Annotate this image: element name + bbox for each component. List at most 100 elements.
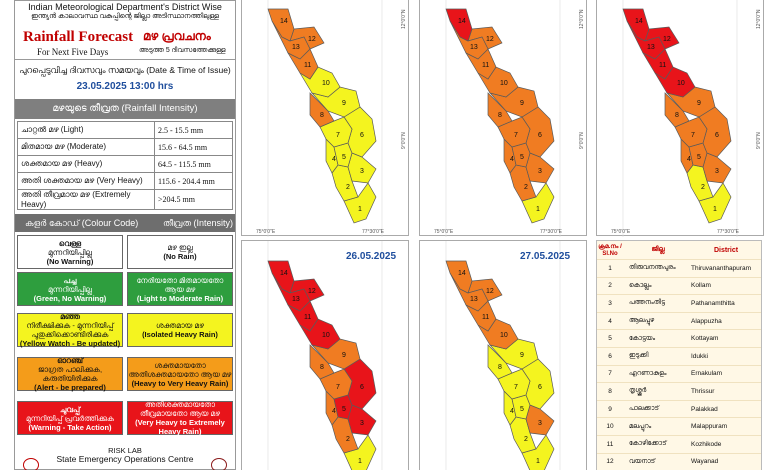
district-number-label: 3 bbox=[538, 420, 542, 427]
footer: RISK LAB State Emergency Operations Cent… bbox=[15, 446, 235, 464]
colour-code-cell-text: നിരീക്ഷിക്കുക - മുന്നറിയിപ്പ് പുതുക്കിക്… bbox=[26, 321, 114, 339]
district-number-label: 4 bbox=[332, 408, 336, 415]
org-line-ml: ഇന്ത്യൻ കാലാവസ്ഥ വകുപ്പിന്റെ ജില്ലാ അടിസ… bbox=[31, 13, 219, 20]
district-number-label: 7 bbox=[691, 132, 695, 139]
map-date: 26.05.2025 bbox=[346, 251, 397, 262]
district-number-label: 1 bbox=[536, 206, 540, 213]
district-number-label: 14 bbox=[280, 270, 288, 277]
district-name-ml: ആലപ്പുഴ bbox=[629, 317, 655, 325]
intensity-cell: മഴ ഇല്ല (No Rain) bbox=[127, 235, 233, 269]
district-slno: 8 bbox=[608, 387, 612, 395]
district-number-label: 9 bbox=[520, 100, 524, 107]
colour-code-cell-text: (No Warning) bbox=[46, 256, 94, 266]
intensity-cell: ശക്തമായതോ അതിശക്തമായതോ ആയ മഴ (Heavy to Ve… bbox=[127, 357, 233, 391]
district-number-label: 10 bbox=[322, 80, 330, 87]
longitude-label: 77°30'0"E bbox=[717, 229, 740, 235]
district-number-label: 11 bbox=[304, 62, 311, 69]
table-row: 7 എറണാകുളം Ernakulam bbox=[597, 364, 761, 383]
colour-code-cell-text: മുന്നറിയിപ്പില്ല bbox=[48, 284, 92, 294]
colour-code-cell-text: (Green, No Warning) bbox=[33, 293, 107, 303]
district-number-label: 6 bbox=[360, 384, 364, 391]
subtitle-ml: അടുത്ത 5 ദിവസത്തേക്കുള്ള bbox=[139, 47, 226, 54]
org-header: Indian Meteorological Department's Distr… bbox=[15, 1, 235, 23]
district-number-label: 9 bbox=[342, 352, 346, 359]
district-number-label: 8 bbox=[675, 112, 679, 119]
table-row: 12 വയനാട് Wayanad bbox=[597, 452, 761, 470]
district-number-label: 2 bbox=[701, 184, 705, 191]
colour-code-cell-text: പച്ച bbox=[63, 275, 77, 285]
intensity-label: അതി ശക്തമായ മഴ (Very Heavy) bbox=[17, 172, 155, 190]
district-number-label: 2 bbox=[524, 436, 528, 443]
district-slno: 5 bbox=[608, 335, 612, 343]
intensity-label: ശക്തമായ മഴ (Heavy) bbox=[17, 155, 155, 173]
district-name-en: Kozhikode bbox=[691, 440, 722, 448]
longitude-label: 77°30'0"E bbox=[362, 229, 385, 235]
district-number-label: 7 bbox=[514, 132, 518, 139]
colour-code-cell-text: ജാഗ്രത പാലിക്കുക, കരുതിയിരിക്കുക bbox=[37, 365, 103, 383]
intensity-cell-text: ശക്തമായതോ അതിശക്തമായതോ ആയ മഴ bbox=[128, 360, 232, 379]
district-number-label: 8 bbox=[320, 112, 324, 119]
district-number-label: 7 bbox=[336, 384, 340, 391]
footer-line1: RISK LAB bbox=[108, 446, 142, 455]
legend-row: വെള്ള മുന്നറിയിപ്പില്ല (No Warning) മഴ ഇല്ല… bbox=[17, 235, 233, 269]
table-row: 1 തിരുവനന്തപുരം Thiruvananthapuram bbox=[597, 259, 761, 277]
district-name-ml: ഇടുക്കി bbox=[629, 352, 649, 360]
intensity-range: >204.5 mm bbox=[154, 189, 233, 210]
district-number-label: 12 bbox=[308, 288, 316, 295]
district-number-label: 13 bbox=[647, 44, 655, 51]
district-number-label: 3 bbox=[538, 168, 542, 175]
district-slno: 4 bbox=[608, 317, 612, 325]
district-number-label: 7 bbox=[514, 384, 518, 391]
legend-row: ചുവപ്പ് മുന്നറിയിപ്പ് പ്രവർത്തിക്കുക (Warn… bbox=[17, 400, 233, 436]
district-rows: 1 തിരുവനന്തപുരം Thiruvananthapuram 2 കൊല്ലം K… bbox=[597, 259, 761, 470]
district-number-label: 5 bbox=[697, 154, 701, 161]
district-14-region bbox=[445, 260, 473, 294]
map-date: 27.05.2025 bbox=[520, 251, 571, 262]
district-name-en: Malappuram bbox=[691, 423, 728, 431]
district-number-label: 4 bbox=[687, 156, 691, 163]
district-number-label: 9 bbox=[342, 100, 346, 107]
col-district-en: District bbox=[713, 246, 739, 254]
table-row: 3 പത്തനംതിട്ട Pathanamthitta bbox=[597, 294, 761, 312]
col-district-ml: ജില്ല bbox=[651, 246, 665, 253]
colour-code-cell-text: മുന്നറിയിപ്പില്ല bbox=[48, 247, 92, 257]
district-number-label: 1 bbox=[713, 206, 717, 213]
district-name-en: Wayanad bbox=[691, 458, 719, 466]
district-number-label: 4 bbox=[332, 156, 336, 163]
district-slno: 3 bbox=[608, 299, 612, 307]
intensity-cell-text: (Isolated Heavy Rain) bbox=[142, 330, 218, 339]
district-number-label: 2 bbox=[524, 184, 528, 191]
district-number-label: 4 bbox=[510, 156, 514, 163]
table-row: 8 തൃശ്ശൂർ Thrissur bbox=[597, 382, 761, 400]
table-row: മിതമായ മഴ (Moderate) 15.6 - 64.5 mm bbox=[17, 138, 233, 156]
map-frame-day1: 1 2 3 4 5 6 7 8 9 10 11 12 13 14 75°0'0"E 77°30'0"E 12°0… bbox=[241, 0, 409, 237]
district-number-label: 6 bbox=[715, 132, 719, 139]
district-name-en: Idukki bbox=[691, 352, 708, 360]
district-number-label: 5 bbox=[342, 154, 346, 161]
district-number-label: 9 bbox=[520, 352, 524, 359]
district-number-label: 6 bbox=[538, 384, 542, 391]
district-number-label: 11 bbox=[482, 62, 489, 69]
latitude-label: 12°0'0"N bbox=[756, 9, 762, 29]
colour-code-cell-text: (Alert - be prepared) bbox=[34, 383, 106, 392]
table-row: 6 ഇടുക്കി Idukki bbox=[597, 346, 761, 365]
district-7-region bbox=[674, 116, 708, 148]
district-name-ml: കൊല്ലം bbox=[629, 281, 652, 289]
district-name-ml: പാലക്കാട് bbox=[629, 405, 659, 413]
longitude-label: 75°0'0"E bbox=[434, 229, 454, 235]
district-number-label: 14 bbox=[280, 18, 288, 25]
district-name-ml: തിരുവനന്തപുരം bbox=[629, 264, 676, 272]
colour-code-cell-text: മുന്നറിയിപ്പ് പ്രവർത്തിക്കുക bbox=[26, 413, 114, 423]
emblem-icon bbox=[23, 458, 39, 470]
intensity-range: 115.6 - 204.4 mm bbox=[154, 172, 233, 190]
district-number-label: 5 bbox=[520, 154, 524, 161]
colour-code-cell-text: (Yellow Watch - Be updated) bbox=[19, 339, 121, 348]
title-row: Rainfall Forecast മഴ പ്രവചനം bbox=[15, 23, 235, 59]
district-name-ml: വയനാട് bbox=[629, 457, 656, 465]
intensity-cell-text: (No Rain) bbox=[163, 252, 197, 261]
district-7-region bbox=[319, 116, 353, 148]
seal-icon bbox=[211, 458, 227, 470]
col-slno: ക്രമ.നം / Sl.No bbox=[598, 243, 622, 257]
